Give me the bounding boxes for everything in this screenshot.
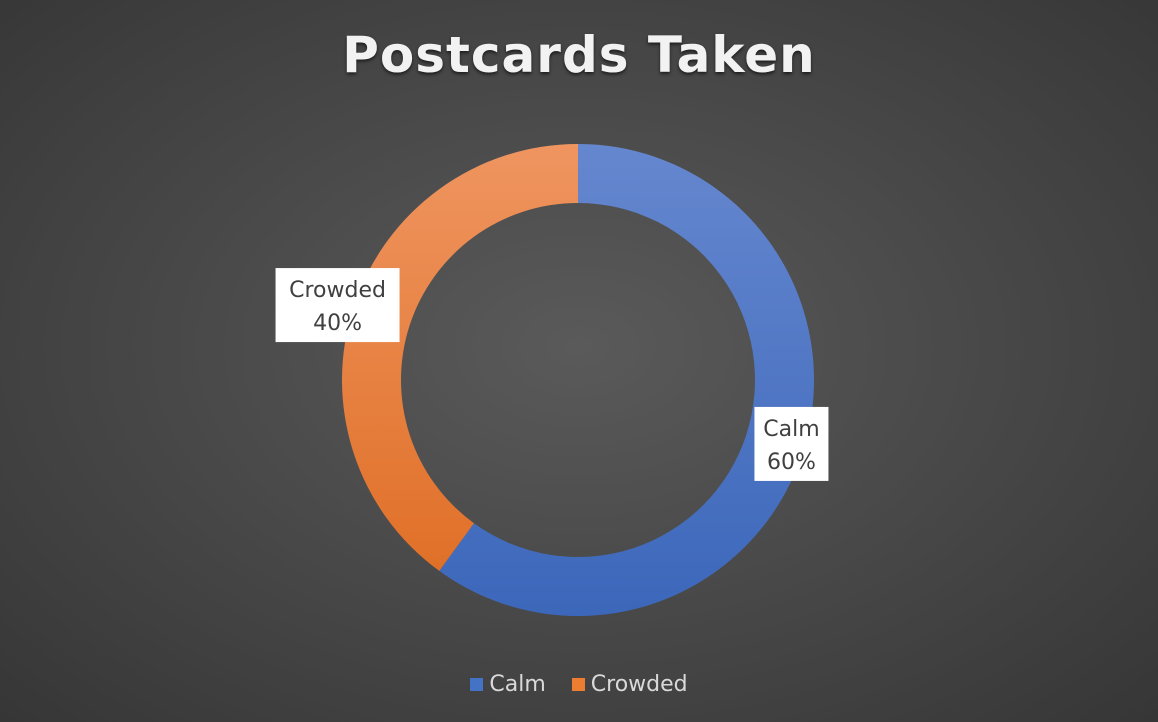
data-label-value-crowded: 40%: [313, 311, 362, 336]
chart-title: Postcards Taken: [342, 26, 816, 84]
data-label-category-calm: Calm: [763, 417, 819, 442]
legend-item-crowded: Crowded: [571, 672, 688, 697]
legend-label-crowded: Crowded: [590, 672, 688, 697]
chart-legend: Calm Crowded: [0, 672, 1158, 697]
data-label-box-crowded: [275, 268, 400, 343]
data-label-box-calm: [754, 406, 829, 481]
data-label-category-crowded: Crowded: [289, 278, 386, 303]
data-label-calm: Calm 60%: [754, 406, 829, 481]
legend-item-calm: Calm: [470, 672, 546, 697]
legend-label-calm: Calm: [489, 672, 546, 697]
data-label-crowded: Crowded 40%: [275, 268, 400, 343]
legend-swatch-calm: [470, 678, 484, 691]
data-label-value-calm: 60%: [767, 450, 816, 475]
legend-swatch-crowded: [571, 678, 585, 691]
slice-calm: [439, 144, 814, 616]
slice-crowded: [341, 143, 578, 571]
